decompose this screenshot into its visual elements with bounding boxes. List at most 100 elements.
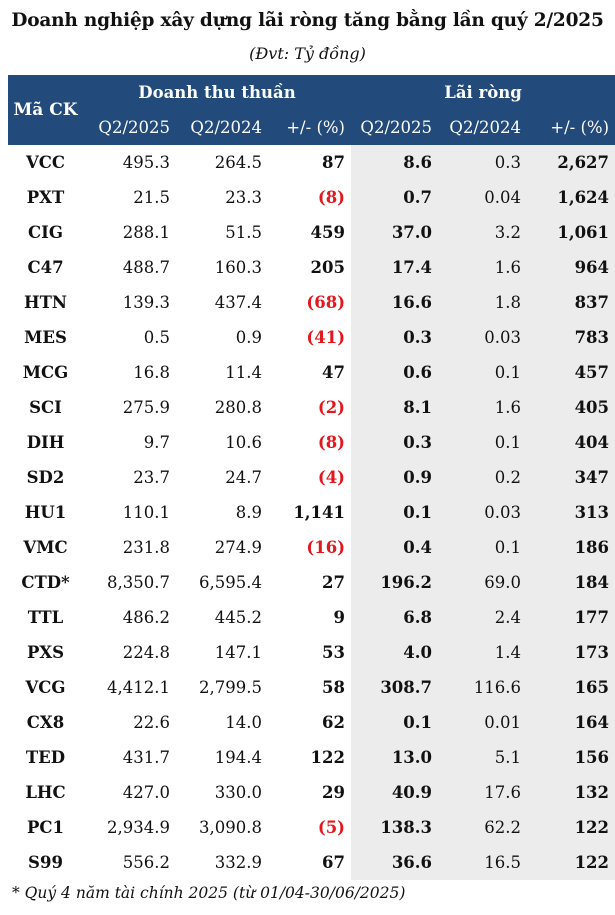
cell-profit-change: 122 [527, 845, 615, 880]
cell-revenue-change: 47 [322, 363, 345, 382]
page-title: Doanh nghiệp xây dựng lãi ròng tăng bằng… [11, 10, 604, 31]
cell-profit-change: 347 [527, 460, 615, 495]
cell-code: HTN [24, 293, 67, 312]
table-row: HU1 110.1 8.9 1,141 0.1 0.03 313 [8, 495, 615, 530]
cell-revenue-change: 122 [310, 748, 345, 767]
cell-profit-change: 964 [527, 250, 615, 285]
cell-profit-q2-2025: 17.4 [351, 250, 438, 285]
cell-code: VCC [25, 153, 66, 172]
cell-code: CX8 [26, 713, 65, 732]
cell-profit-change: 186 [527, 530, 615, 565]
cell-revenue-change: 53 [322, 643, 345, 662]
table-body: VCC 495.3 264.5 87 8.6 0.3 2,627 PXT 21.5 23.3 (8)… [8, 145, 615, 880]
cell-revenue-change: 67 [322, 853, 345, 872]
cell-revenue-q2-2025: 488.7 [122, 258, 170, 277]
cell-profit-q2-2025: 0.3 [351, 425, 438, 460]
cell-revenue-q2-2024: 264.5 [214, 153, 262, 172]
cell-revenue-change: (41) [306, 328, 345, 347]
header-revenue-q2-2024: Q2/2024 [176, 110, 268, 145]
cell-revenue-q2-2024: 14.0 [225, 713, 262, 732]
cell-profit-q2-2024: 0.2 [438, 460, 527, 495]
cell-revenue-q2-2025: 139.3 [122, 293, 170, 312]
cell-profit-q2-2024: 1.4 [438, 635, 527, 670]
cell-profit-q2-2024: 0.03 [438, 320, 527, 355]
table-row: S99 556.2 332.9 67 36.6 16.5 122 [8, 845, 615, 880]
cell-revenue-q2-2025: 8,350.7 [107, 573, 170, 592]
cell-revenue-q2-2025: 288.1 [122, 223, 170, 242]
cell-revenue-change: 9 [333, 608, 345, 627]
cell-revenue-q2-2024: 147.1 [214, 643, 262, 662]
cell-revenue-q2-2024: 24.7 [225, 468, 262, 487]
table-row: CIG 288.1 51.5 459 37.0 3.2 1,061 [8, 215, 615, 250]
cell-profit-q2-2025: 0.1 [351, 705, 438, 740]
cell-revenue-change: 29 [322, 783, 345, 802]
table-row: VMC 231.8 274.9 (16) 0.4 0.1 186 [8, 530, 615, 565]
cell-revenue-change: 459 [310, 223, 345, 242]
cell-profit-q2-2024: 0.1 [438, 425, 527, 460]
cell-revenue-change: (8) [317, 188, 345, 207]
cell-code: MES [24, 328, 67, 347]
cell-profit-change: 177 [527, 600, 615, 635]
cell-revenue-q2-2024: 330.0 [214, 783, 262, 802]
cell-revenue-q2-2024: 0.9 [235, 328, 262, 347]
cell-code: C47 [27, 258, 64, 277]
cell-profit-q2-2024: 69.0 [438, 565, 527, 600]
cell-revenue-q2-2025: 495.3 [122, 153, 170, 172]
cell-profit-change: 404 [527, 425, 615, 460]
cell-revenue-q2-2024: 23.3 [225, 188, 262, 207]
cell-revenue-change: 1,141 [293, 503, 345, 522]
cell-profit-q2-2025: 0.1 [351, 495, 438, 530]
cell-revenue-q2-2025: 9.7 [143, 433, 170, 452]
cell-profit-q2-2024: 0.01 [438, 705, 527, 740]
cell-profit-q2-2024: 3.2 [438, 215, 527, 250]
cell-profit-change: 184 [527, 565, 615, 600]
cell-code: TED [25, 748, 66, 767]
cell-profit-change: 313 [527, 495, 615, 530]
cell-revenue-q2-2025: 2,934.9 [107, 818, 170, 837]
table-row: HTN 139.3 437.4 (68) 16.6 1.8 837 [8, 285, 615, 320]
table-row: CX8 22.6 14.0 62 0.1 0.01 164 [8, 705, 615, 740]
header-revenue-group: Doanh thu thuần [83, 75, 351, 110]
cell-code: CIG [28, 223, 63, 242]
cell-revenue-q2-2024: 274.9 [214, 538, 262, 557]
cell-code: PXS [26, 643, 65, 662]
cell-revenue-q2-2024: 3,090.8 [199, 818, 262, 837]
table-row: SD2 23.7 24.7 (4) 0.9 0.2 347 [8, 460, 615, 495]
cell-revenue-change: (5) [317, 818, 345, 837]
cell-profit-q2-2025: 13.0 [351, 740, 438, 775]
cell-profit-change: 1,624 [527, 180, 615, 215]
cell-revenue-change: 87 [322, 153, 345, 172]
cell-profit-q2-2024: 116.6 [438, 670, 527, 705]
table-row: PXT 21.5 23.3 (8) 0.7 0.04 1,624 [8, 180, 615, 215]
cell-profit-q2-2025: 8.1 [351, 390, 438, 425]
profit-table: Mã CK Doanh thu thuần Lãi ròng Q2/2025 Q… [8, 75, 615, 880]
cell-revenue-q2-2024: 2,799.5 [199, 678, 262, 697]
cell-revenue-q2-2025: 21.5 [133, 188, 170, 207]
table-row: SCI 275.9 280.8 (2) 8.1 1.6 405 [8, 390, 615, 425]
cell-profit-change: 2,627 [527, 145, 615, 180]
cell-profit-q2-2025: 0.9 [351, 460, 438, 495]
cell-revenue-q2-2024: 11.4 [225, 363, 262, 382]
cell-profit-q2-2024: 1.6 [438, 250, 527, 285]
cell-revenue-change: 58 [322, 678, 345, 697]
cell-profit-q2-2025: 0.6 [351, 355, 438, 390]
cell-revenue-change: (4) [317, 468, 345, 487]
cell-code: PC1 [26, 818, 65, 837]
table-row: DIH 9.7 10.6 (8) 0.3 0.1 404 [8, 425, 615, 460]
cell-profit-q2-2024: 0.3 [438, 145, 527, 180]
cell-revenue-change: (8) [317, 433, 345, 452]
cell-revenue-q2-2024: 280.8 [214, 398, 262, 417]
cell-profit-q2-2024: 0.1 [438, 355, 527, 390]
cell-profit-q2-2025: 36.6 [351, 845, 438, 880]
footnote: * Quý 4 năm tài chính 2025 (từ 01/04-30/… [12, 884, 406, 902]
cell-profit-q2-2024: 0.1 [438, 530, 527, 565]
table-row: MCG 16.8 11.4 47 0.6 0.1 457 [8, 355, 615, 390]
cell-revenue-q2-2024: 51.5 [225, 223, 262, 242]
cell-code: CTD* [21, 573, 70, 592]
table-row: CTD* 8,350.7 6,595.4 27 196.2 69.0 184 [8, 565, 615, 600]
cell-revenue-q2-2025: 16.8 [133, 363, 170, 382]
cell-profit-change: 1,061 [527, 215, 615, 250]
cell-profit-q2-2024: 0.04 [438, 180, 527, 215]
cell-profit-change: 165 [527, 670, 615, 705]
table-row: PC1 2,934.9 3,090.8 (5) 138.3 62.2 122 [8, 810, 615, 845]
